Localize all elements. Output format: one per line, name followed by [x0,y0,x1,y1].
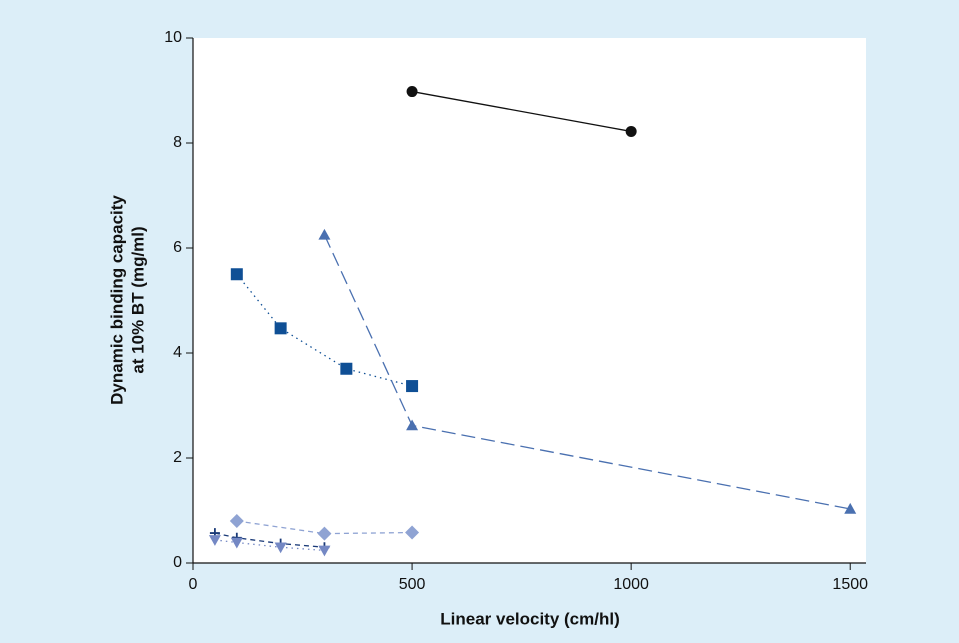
y-tick-label: 0 [173,554,182,571]
series-line [236,520,413,535]
marker [274,322,287,335]
marker [405,525,420,540]
x-tick-label: 1000 [613,576,649,593]
marker [406,380,419,393]
y-tick-label: 10 [164,29,182,46]
x-tick-label: 0 [189,576,198,593]
marker [318,545,331,557]
y-tick-label: 6 [173,239,182,256]
plot-area [193,38,866,563]
series-line [411,90,632,133]
marker [317,526,332,541]
marker [406,419,419,431]
series-line [214,539,325,552]
y-tick-label: 2 [173,449,182,466]
series-line [214,532,325,548]
marker [230,537,243,549]
marker [340,362,353,375]
marker [406,86,418,98]
marker [230,268,243,281]
x-tick-label: 500 [399,576,426,593]
marker [625,125,637,137]
x-axis-label: Linear velocity (cm/hl) [440,609,620,628]
marker [318,228,331,240]
marker [844,502,857,514]
y-axis-label: at 10% BT (mg/ml) [128,226,147,373]
y-tick-label: 4 [173,344,182,361]
marker [274,542,287,554]
y-axis-label: Dynamic binding capacity [107,195,126,405]
y-tick-label: 8 [173,134,182,151]
marker [208,535,221,546]
x-tick-label: 1500 [832,576,868,593]
marker [229,514,244,528]
